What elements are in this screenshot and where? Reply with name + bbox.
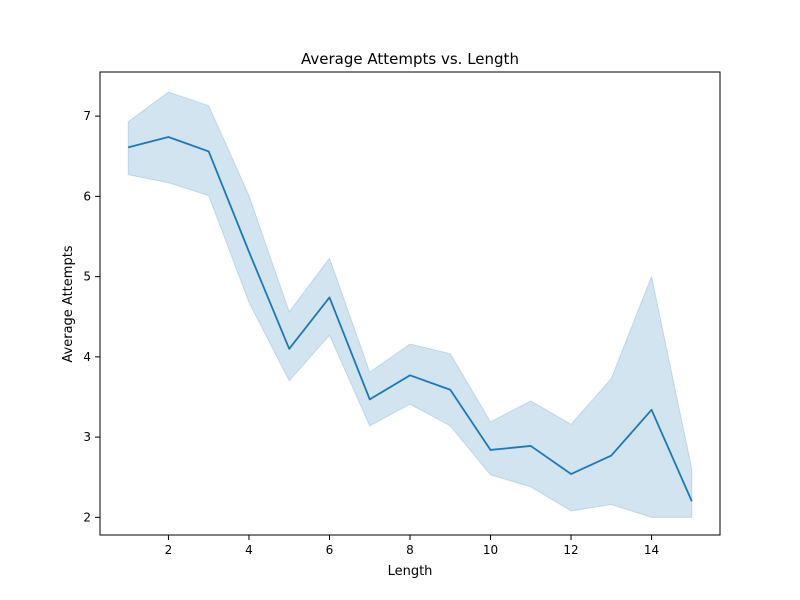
y-tick-label: 5 (83, 270, 91, 284)
data-point (287, 347, 291, 351)
y-tick-label: 4 (83, 350, 91, 364)
data-point (448, 388, 452, 392)
data-point (247, 250, 251, 254)
x-tick-label: 6 (326, 543, 334, 557)
data-point (408, 373, 412, 377)
y-tick-label: 7 (83, 109, 91, 123)
x-tick-label: 8 (406, 543, 414, 557)
data-point (368, 397, 372, 401)
data-point (126, 145, 130, 149)
data-point (489, 448, 493, 452)
series-line (127, 136, 693, 502)
data-point (529, 444, 533, 448)
data-point (690, 499, 694, 503)
data-point (207, 149, 211, 153)
x-axis-label: Length (388, 564, 433, 579)
x-tick-label: 14 (644, 543, 659, 557)
x-tick-label: 10 (483, 543, 498, 557)
confidence-band (127, 91, 693, 518)
data-point (569, 472, 573, 476)
y-tick-label: 6 (83, 189, 91, 203)
x-tick-label: 4 (245, 543, 253, 557)
x-tick-label: 12 (563, 543, 578, 557)
y-tick-label: 2 (83, 510, 91, 524)
data-point (327, 295, 331, 299)
data-point (166, 135, 170, 139)
data-point (650, 408, 654, 412)
plot-area: 2 4 6 8 10 12 14 2 3 4 5 6 7 (83, 71, 721, 557)
data-point (609, 454, 613, 458)
y-axis-label: Average Attempts (61, 245, 76, 362)
x-tick-label: 2 (165, 543, 173, 557)
chart-title: Average Attempts vs. Length (301, 50, 519, 68)
y-tick-label: 3 (83, 430, 91, 444)
